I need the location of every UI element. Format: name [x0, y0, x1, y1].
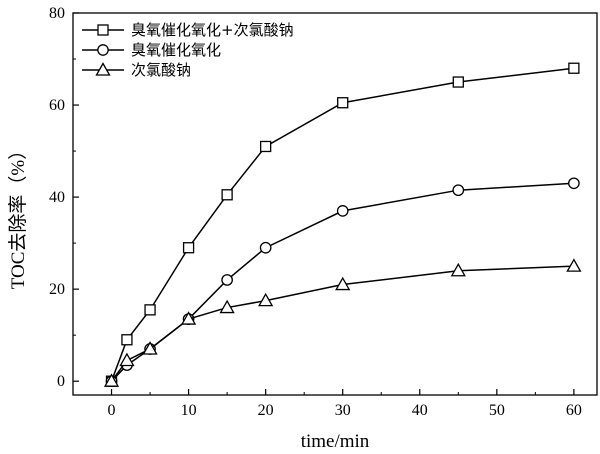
x-axis: 0 10 20 30 40 50 60: [108, 389, 582, 419]
series-layer: [103, 62, 582, 388]
x-tick-label: 0: [108, 402, 116, 419]
data-point-circle: [568, 177, 580, 190]
y-tick-label: 60: [49, 97, 65, 114]
data-point-triangle: [219, 299, 235, 314]
data-point-square: [259, 140, 272, 153]
series-line: [110, 67, 574, 382]
legend-item: 臭氧催化氧化: [82, 41, 221, 59]
series-triangle: [103, 258, 582, 387]
y-axis: 0 20 40 60 80: [49, 5, 79, 390]
data-point-triangle: [566, 258, 582, 272]
data-point-square: [452, 76, 464, 88]
legend-label: 臭氧催化氧化+次氯酸钠: [131, 21, 294, 39]
data-point-circle: [221, 274, 233, 286]
x-tick-label: 60: [566, 402, 582, 419]
x-tick-label: 10: [181, 402, 197, 419]
data-point-circle: [336, 205, 349, 217]
data-point-triangle: [258, 292, 274, 307]
data-point-triangle: [95, 62, 111, 76]
data-point-square: [121, 334, 133, 346]
legend-item: 臭氧催化氧化+次氯酸钠: [82, 21, 294, 39]
legend-item: 次氯酸钠: [82, 61, 191, 79]
legend-label: 臭氧催化氧化: [131, 41, 221, 59]
plot-frame: [72, 12, 598, 396]
y-tick-label: 80: [49, 5, 65, 22]
data-point-triangle: [335, 276, 351, 291]
legend-label: 次氯酸钠: [131, 61, 191, 79]
series-square: [105, 62, 580, 387]
data-point-square: [144, 304, 156, 316]
data-point-circle: [97, 44, 109, 56]
y-axis-label: TOC去除率（%）: [7, 141, 29, 289]
data-point-square: [568, 62, 580, 74]
x-tick-label: 50: [489, 402, 505, 419]
y-tick-label: 20: [49, 281, 65, 298]
data-point-triangle: [180, 311, 197, 325]
data-point-triangle: [142, 341, 158, 355]
data-point-square: [182, 242, 195, 254]
data-point-square: [221, 189, 233, 201]
x-tick-label: 40: [412, 402, 428, 419]
data-point-square: [337, 97, 349, 109]
data-point-square: [97, 24, 109, 36]
data-point-triangle: [119, 352, 135, 367]
y-tick-label: 0: [57, 373, 65, 390]
data-point-circle: [452, 184, 465, 197]
y-tick-label: 40: [49, 189, 65, 206]
x-tick-label: 30: [335, 402, 351, 419]
x-tick-label: 20: [258, 402, 274, 419]
data-point-triangle: [103, 373, 120, 387]
data-point-circle: [259, 241, 272, 254]
data-point-triangle: [450, 262, 466, 277]
x-axis-label: time/min: [301, 431, 370, 452]
